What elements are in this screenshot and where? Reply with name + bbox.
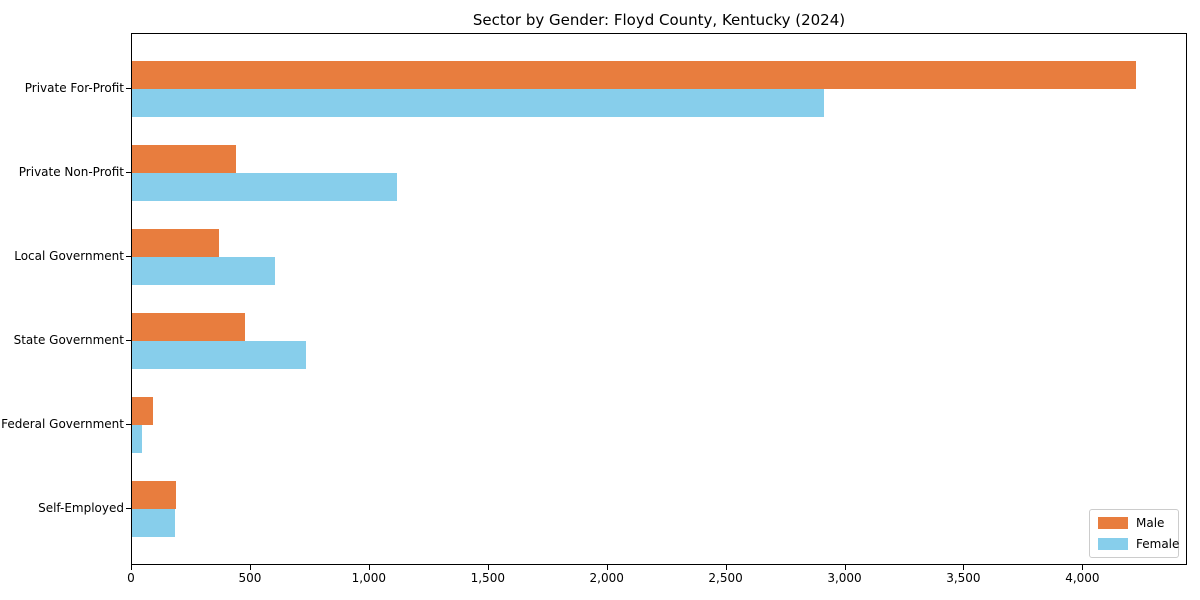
x-tick bbox=[249, 565, 251, 570]
female-swatch-icon bbox=[1098, 538, 1128, 550]
y-tick-label: Private For-Profit bbox=[24, 81, 124, 95]
x-tick bbox=[487, 565, 489, 570]
x-tick bbox=[963, 565, 965, 570]
chart-title: Sector by Gender: Floyd County, Kentucky… bbox=[472, 11, 846, 29]
y-tick bbox=[126, 88, 131, 89]
x-tick bbox=[606, 565, 608, 570]
legend: Male Female bbox=[1089, 509, 1179, 558]
y-tick bbox=[126, 508, 131, 509]
bar-male-1 bbox=[132, 145, 236, 173]
y-tick-label: Local Government bbox=[14, 249, 124, 263]
x-tick-label: 1,000 bbox=[351, 571, 386, 585]
legend-label-male: Male bbox=[1136, 516, 1165, 530]
bar-male-3 bbox=[132, 313, 245, 341]
x-tick bbox=[725, 565, 727, 570]
bar-male-0 bbox=[132, 61, 1136, 89]
x-tick bbox=[368, 565, 370, 570]
x-tick bbox=[131, 565, 132, 570]
bar-female-2 bbox=[132, 257, 275, 285]
bar-male-5 bbox=[132, 481, 176, 509]
y-tick bbox=[126, 340, 131, 341]
y-tick-label: Private Non-Profit bbox=[18, 165, 124, 179]
male-swatch-icon bbox=[1098, 517, 1128, 529]
bar-female-3 bbox=[132, 341, 306, 369]
y-tick-label: Self-Employed bbox=[38, 501, 124, 515]
x-tick-label: 4,000 bbox=[1065, 571, 1100, 585]
bar-female-5 bbox=[132, 509, 175, 537]
x-tick-label: 0 bbox=[127, 571, 135, 585]
y-tick bbox=[126, 424, 131, 425]
legend-entry-male: Male bbox=[1098, 516, 1170, 530]
y-tick-label: Federal Government bbox=[1, 417, 124, 431]
bar-male-2 bbox=[132, 229, 219, 257]
x-tick-label: 500 bbox=[238, 571, 262, 585]
y-tick bbox=[126, 172, 131, 173]
x-tick-label: 1,500 bbox=[470, 571, 505, 585]
bar-male-4 bbox=[132, 397, 153, 425]
legend-entry-female: Female bbox=[1098, 537, 1179, 551]
bar-female-4 bbox=[132, 425, 142, 453]
y-tick bbox=[126, 256, 131, 257]
y-tick-label: State Government bbox=[13, 333, 124, 347]
plot-area bbox=[131, 33, 1187, 565]
bar-female-1 bbox=[132, 173, 398, 201]
x-tick bbox=[1082, 565, 1084, 570]
x-tick bbox=[844, 565, 846, 570]
bar-female-0 bbox=[132, 89, 825, 117]
x-tick-label: 3,500 bbox=[946, 571, 981, 585]
x-tick-label: 2,000 bbox=[589, 571, 624, 585]
x-tick-label: 3,000 bbox=[827, 571, 862, 585]
x-tick-label: 2,500 bbox=[708, 571, 743, 585]
legend-label-female: Female bbox=[1136, 537, 1180, 551]
